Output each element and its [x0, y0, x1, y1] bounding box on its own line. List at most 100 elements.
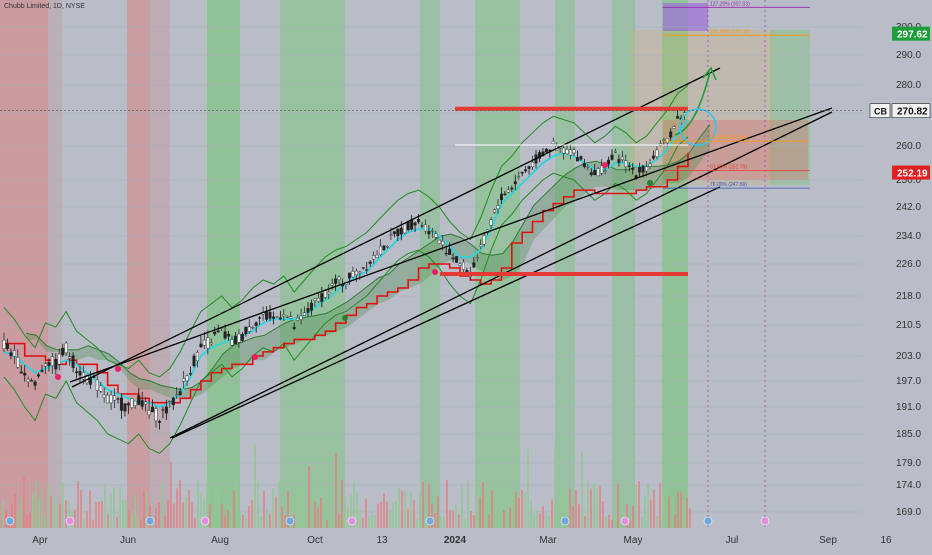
volume-bar	[428, 483, 430, 528]
event-marker	[347, 516, 357, 526]
volume-bar	[260, 516, 262, 528]
volume-bar	[398, 488, 400, 528]
volume-bar	[29, 512, 31, 528]
volume-bar	[227, 509, 229, 528]
candle-body	[126, 403, 130, 406]
volume-bar	[653, 489, 655, 528]
event-marker	[620, 516, 630, 526]
candle-body	[233, 335, 237, 345]
volume-bar	[488, 514, 490, 528]
candle-body	[638, 166, 642, 173]
candle-body	[645, 166, 649, 172]
volume-bar	[599, 486, 601, 528]
price-axis	[862, 0, 932, 550]
volume-bar	[344, 497, 346, 528]
event-marker	[285, 516, 295, 526]
volume-bar	[473, 515, 475, 528]
candle-body	[361, 267, 365, 269]
candle-body	[368, 261, 372, 264]
volume-bar	[14, 493, 16, 528]
candle-body	[600, 165, 604, 174]
volume-bar	[512, 489, 514, 528]
candle-body	[168, 400, 172, 403]
channel-upper-line	[71, 67, 721, 388]
candle-body	[154, 408, 158, 422]
candle-body	[289, 316, 293, 319]
volume-bar	[515, 491, 517, 528]
volume-bar	[521, 489, 523, 528]
volume-bar	[650, 499, 652, 528]
candle-body	[147, 410, 151, 416]
volume-bar	[476, 516, 478, 528]
volume-bar	[602, 501, 604, 528]
volume-bar	[560, 483, 562, 528]
candle-body	[406, 221, 410, 231]
volume-bar	[113, 486, 115, 528]
candle-body	[520, 171, 524, 174]
volume-bar	[98, 501, 100, 528]
volume-bar	[170, 461, 172, 528]
candle-body	[185, 375, 189, 382]
volume-bar	[524, 492, 526, 528]
candle-body	[420, 225, 424, 227]
candle-body	[116, 398, 120, 400]
candle-body	[427, 231, 431, 235]
candle-body	[309, 302, 313, 311]
volume-bar	[341, 480, 343, 528]
volume-bar	[608, 514, 610, 528]
volume-bar	[278, 481, 280, 528]
y-tick-label: 179.0	[896, 458, 921, 469]
candle-body	[282, 314, 286, 317]
volume-bar	[5, 510, 7, 528]
volume-bar	[479, 497, 481, 528]
x-tick-label: 13	[376, 535, 388, 546]
volume-bar	[317, 507, 319, 528]
candle-body	[247, 326, 251, 332]
volume-bar	[332, 516, 334, 528]
volume-bar	[422, 481, 424, 528]
signal-marker	[55, 374, 61, 380]
volume-bar	[386, 501, 388, 528]
volume-bar	[467, 480, 469, 528]
volume-bar	[269, 513, 271, 528]
candle-body	[5, 343, 9, 349]
candle-body	[278, 317, 282, 320]
candle-body	[175, 394, 179, 396]
candle-body	[503, 193, 507, 196]
volume-bar	[662, 492, 664, 528]
candle-body	[455, 256, 459, 263]
candle-body	[496, 205, 500, 209]
channel-lower-line	[171, 186, 721, 439]
volume-bar	[155, 507, 157, 528]
candle-body	[669, 131, 673, 138]
candle-body	[271, 316, 275, 319]
candle-body	[327, 291, 331, 295]
candle-body	[513, 181, 517, 185]
candle-body	[316, 298, 320, 302]
volume-bar	[200, 492, 202, 528]
candle-body	[607, 159, 611, 165]
fib-level-label: 127.20% (307.03)	[710, 1, 750, 7]
volume-bar	[158, 502, 160, 528]
volume-bar	[593, 483, 595, 528]
candle-body	[403, 223, 407, 234]
candle-body	[192, 355, 196, 367]
volume-bar	[179, 480, 181, 528]
volume-bar	[323, 493, 325, 528]
volume-bar	[578, 504, 580, 528]
y-tick-label: 174.0	[896, 480, 921, 491]
volume-bar	[281, 506, 283, 528]
volume-bar	[365, 498, 367, 528]
volume-bar	[47, 484, 49, 528]
signal-marker	[342, 315, 348, 321]
candle-body	[161, 409, 165, 411]
candle-body	[299, 315, 303, 320]
symbol-tag: CB	[874, 107, 887, 117]
volume-bar	[320, 497, 322, 528]
volume-bar	[326, 519, 328, 528]
volume-bar	[671, 497, 673, 528]
candle-body	[413, 222, 417, 226]
event-marker	[703, 516, 713, 526]
